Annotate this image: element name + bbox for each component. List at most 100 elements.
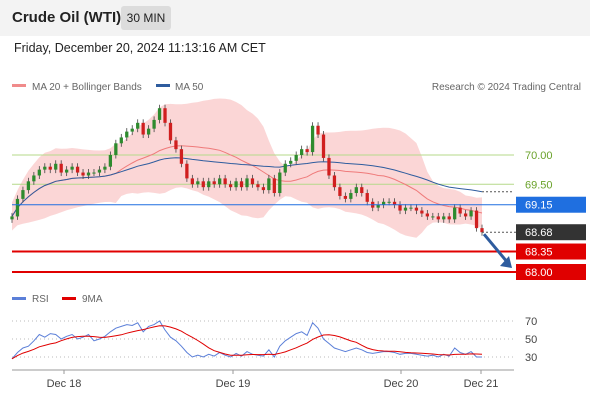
candle xyxy=(130,128,134,132)
candle xyxy=(21,190,25,199)
candle xyxy=(228,184,233,188)
candle xyxy=(300,149,304,155)
candle xyxy=(119,137,123,144)
legend-label-rsi: RSI xyxy=(32,294,49,305)
candle xyxy=(420,210,424,214)
candle xyxy=(136,122,140,129)
rsi-tick-label: 30 xyxy=(525,352,537,364)
x-axis-tick-label: Dec 21 xyxy=(464,378,499,390)
candle xyxy=(360,187,364,194)
candle xyxy=(10,216,14,220)
candle xyxy=(37,169,41,176)
x-axis-tick-label: Dec 20 xyxy=(384,378,419,390)
legend-label-ma20: MA 20 + Bollinger Bands xyxy=(32,82,142,93)
candle xyxy=(409,207,413,209)
rsi-tick-label: 50 xyxy=(525,334,537,346)
candle xyxy=(152,119,156,129)
candle xyxy=(453,207,457,220)
candle xyxy=(92,172,96,174)
candle xyxy=(196,181,200,185)
candle xyxy=(310,125,315,153)
legend-label-ma50: MA 50 xyxy=(175,82,204,93)
candle xyxy=(349,193,353,199)
candle xyxy=(305,149,309,153)
candle xyxy=(185,163,189,179)
candle xyxy=(327,157,331,176)
candle xyxy=(289,160,293,164)
candle xyxy=(343,195,348,199)
instrument-title: Crude Oil (WTI) xyxy=(12,9,122,26)
candle xyxy=(207,181,211,188)
pivot-label: 69.15 xyxy=(525,200,553,212)
level-label-resistance: 69.50 xyxy=(525,179,553,191)
candle xyxy=(223,178,227,185)
candle xyxy=(190,178,194,185)
last-price-label-box xyxy=(516,224,586,241)
candle xyxy=(59,163,63,173)
candle xyxy=(212,181,216,185)
candle xyxy=(278,172,282,194)
candle xyxy=(15,198,20,217)
candle xyxy=(70,166,74,170)
candle xyxy=(218,178,222,185)
level-label-resistance: 70.00 xyxy=(525,150,553,162)
support-label-box xyxy=(516,243,586,260)
legend-swatch-ma50 xyxy=(156,84,170,87)
support-label: 68.00 xyxy=(525,267,553,279)
candle xyxy=(261,187,266,191)
candle xyxy=(54,163,58,170)
candle xyxy=(250,178,255,185)
candle xyxy=(32,175,36,182)
candle xyxy=(174,140,178,150)
candle xyxy=(157,108,162,120)
last-price-label: 68.68 xyxy=(525,227,553,239)
x-axis-tick-label: Dec 18 xyxy=(47,378,82,390)
candle xyxy=(447,216,451,220)
candle xyxy=(354,187,358,194)
pivot-label-box xyxy=(516,196,586,213)
candle xyxy=(272,178,276,194)
candle xyxy=(163,108,167,123)
candle xyxy=(125,131,129,138)
ma50-line xyxy=(11,157,483,217)
candle xyxy=(321,134,326,158)
copyright-label: Research © 2024 Trading Central xyxy=(432,82,581,93)
forecast-arrow-head xyxy=(500,256,512,268)
candle xyxy=(392,201,397,205)
candle xyxy=(436,216,440,220)
candle xyxy=(474,210,479,229)
candle xyxy=(103,166,107,170)
candle xyxy=(114,143,118,155)
candle xyxy=(398,204,402,211)
candle xyxy=(81,172,85,176)
timeframe-badge[interactable]: 30 MIN xyxy=(121,6,171,30)
legend-swatch-rsi xyxy=(12,297,26,300)
support-label: 68.35 xyxy=(525,247,553,259)
candle xyxy=(425,213,429,217)
candle xyxy=(365,193,369,202)
bollinger-band xyxy=(12,98,482,238)
candle xyxy=(26,181,31,191)
candle xyxy=(414,207,419,211)
candle xyxy=(141,122,145,135)
forecast-arrow-shaft xyxy=(482,233,510,264)
candle xyxy=(267,178,271,191)
candle xyxy=(403,207,408,211)
support-label-box xyxy=(516,264,586,280)
candle xyxy=(458,207,462,214)
candle xyxy=(256,184,260,188)
timestamp-label: Friday, December 20, 2024 11:13:16 AM CE… xyxy=(14,41,266,55)
candle xyxy=(376,204,380,208)
candle xyxy=(245,178,249,188)
header-bar: Crude Oil (WTI) 30 MIN xyxy=(0,0,590,36)
legend-label-rsi-ma: 9MA xyxy=(82,294,103,305)
candle xyxy=(316,125,320,135)
rsi-ma-line xyxy=(11,325,483,360)
candle xyxy=(387,201,391,203)
legend-swatch-ma20 xyxy=(12,84,26,87)
candle xyxy=(75,166,80,173)
candle xyxy=(442,216,446,220)
candle xyxy=(338,187,342,196)
rsi-tick-label: 70 xyxy=(525,316,537,328)
candle xyxy=(469,210,473,217)
